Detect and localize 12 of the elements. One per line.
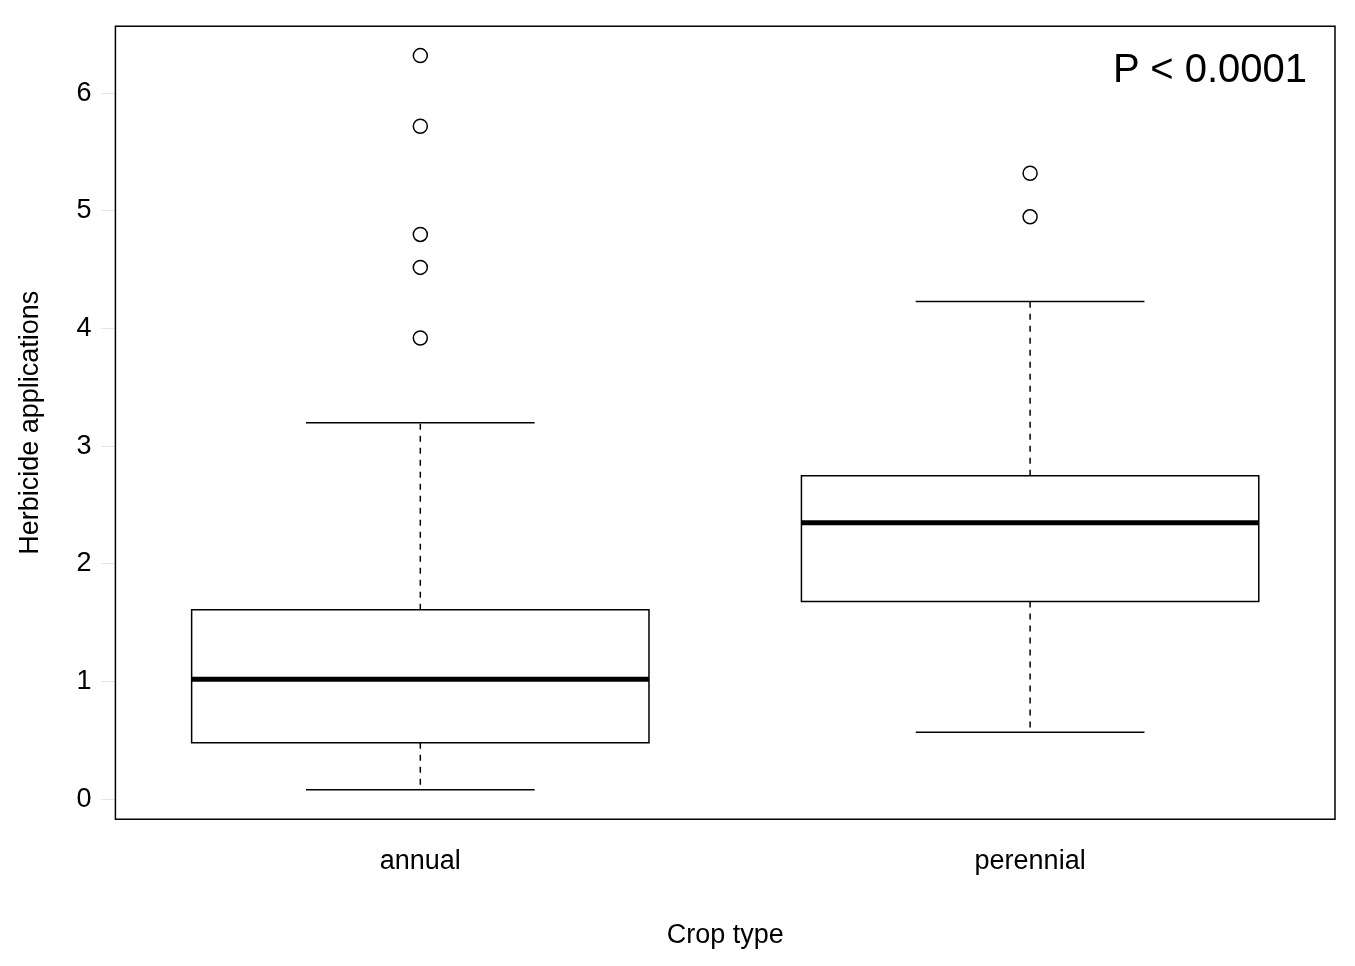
y-tick-label: 1: [76, 665, 92, 695]
y-tick-label: 4: [76, 312, 92, 343]
y-axis-title: Herbicide applications: [13, 290, 44, 555]
y-tick-label: 5: [76, 194, 92, 225]
x-tick-label: perennial: [974, 844, 1086, 875]
y-tick-label: 0: [76, 782, 92, 813]
y-tick-label: 6: [76, 76, 92, 107]
x-tick-label: annual: [379, 844, 461, 875]
y-tick-label: 3: [76, 429, 92, 460]
annotation: P < 0.0001: [1113, 46, 1307, 91]
x-axis-title: Crop type: [666, 919, 784, 950]
y-tick-label: 2: [76, 547, 92, 578]
